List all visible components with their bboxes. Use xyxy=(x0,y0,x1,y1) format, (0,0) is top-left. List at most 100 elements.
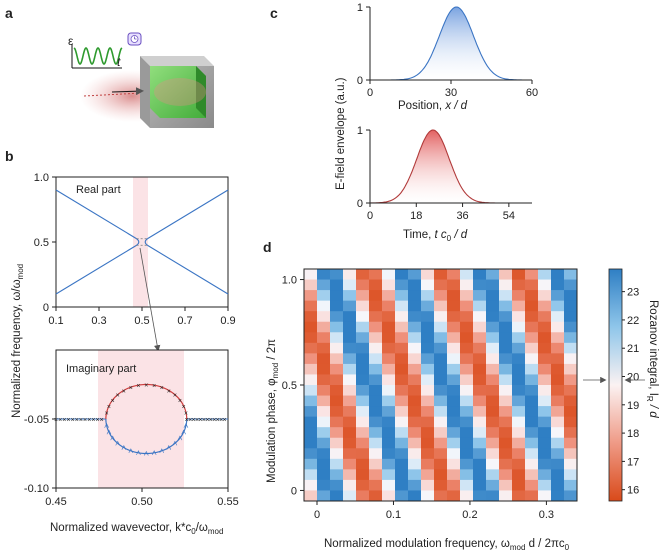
heatmap-cell xyxy=(304,395,318,407)
marker-baseline: × xyxy=(83,417,87,424)
heatmap-cell xyxy=(304,279,318,291)
heatmap-cell xyxy=(330,479,344,491)
heatmap-cell xyxy=(434,458,448,470)
marker-blue xyxy=(144,450,149,456)
heatmap-cell xyxy=(356,300,370,312)
heatmap-cell xyxy=(317,311,331,323)
heatmap-cell xyxy=(447,374,461,386)
heatmap-cell xyxy=(460,342,474,354)
heatmap-cell xyxy=(395,300,409,312)
heatmap-cell xyxy=(317,416,331,428)
heatmap-cell xyxy=(551,458,565,470)
heatmap-cell xyxy=(551,479,565,491)
heatmap-cell xyxy=(473,490,487,502)
heatmap-cell xyxy=(512,311,526,323)
heatmap-cell xyxy=(447,332,461,344)
heatmap-cell xyxy=(538,300,552,312)
heatmap-cell xyxy=(460,469,474,481)
marker-baseline: × xyxy=(96,417,100,424)
heatmap-cell xyxy=(551,416,565,428)
heatmap-cell xyxy=(317,469,331,481)
marker-blue xyxy=(181,429,186,435)
heatmap-cell xyxy=(330,342,344,354)
heatmap-cell xyxy=(473,458,487,470)
heatmap-cell xyxy=(434,342,448,354)
heatmap-cell xyxy=(356,332,370,344)
beam-spot xyxy=(154,78,206,106)
b-imag-xtick-label: 0.55 xyxy=(217,496,238,508)
heatmap-cell xyxy=(343,279,357,291)
heatmap-cell xyxy=(369,353,383,365)
heatmap-cell xyxy=(473,448,487,460)
c-xlabel-2-sub: 0 xyxy=(447,234,452,243)
heatmap-cell xyxy=(525,321,539,333)
heatmap-cell xyxy=(408,300,422,312)
heatmap-cell xyxy=(538,311,552,323)
heatmap-cell xyxy=(304,469,318,481)
heatmap-cell xyxy=(447,406,461,418)
heatmap-cell xyxy=(473,290,487,302)
heatmap-cell xyxy=(421,490,435,502)
heatmap-cell xyxy=(486,448,500,460)
heatmap-cell xyxy=(421,469,435,481)
heatmap-cell xyxy=(356,416,370,428)
heatmap-cell xyxy=(330,469,344,481)
heatmap-cell xyxy=(356,385,370,397)
marker-red: × xyxy=(173,393,177,400)
marker-baseline: × xyxy=(219,417,223,424)
heatmap-cell xyxy=(538,479,552,491)
heatmap-cell xyxy=(473,479,487,491)
marker-blue xyxy=(110,435,115,441)
heatmap-cell xyxy=(564,290,578,302)
heatmap-cell xyxy=(512,458,526,470)
heatmap-cell xyxy=(356,406,370,418)
heatmap-cell xyxy=(395,290,409,302)
heatmap-cell xyxy=(460,385,474,397)
heatmap-cell xyxy=(434,290,448,302)
heatmap-cell xyxy=(525,416,539,428)
heatmap-cell xyxy=(499,353,513,365)
heatmap-cell xyxy=(499,490,513,502)
heatmap-cell xyxy=(460,437,474,449)
heatmap-cell xyxy=(395,374,409,386)
heatmap-cell xyxy=(473,437,487,449)
heatmap-cell xyxy=(447,279,461,291)
marker-baseline: × xyxy=(54,417,58,424)
marker-blue xyxy=(104,423,109,428)
heatmap-cell xyxy=(330,332,344,344)
heatmap-cell xyxy=(551,437,565,449)
d-xtick-label: 0 xyxy=(314,509,320,521)
heatmap-cell xyxy=(525,427,539,439)
heatmap-cell xyxy=(486,385,500,397)
heatmap-cell xyxy=(395,279,409,291)
heatmap-cell xyxy=(512,269,526,281)
b-real-xtick-label: 0.1 xyxy=(48,315,63,327)
heatmap-cell xyxy=(343,374,357,386)
heatmap-cell xyxy=(447,416,461,428)
marker-red: × xyxy=(144,383,148,390)
active-layer xyxy=(150,66,206,118)
heatmap-cell xyxy=(395,332,409,344)
heatmap-cell xyxy=(330,406,344,418)
heatmap-cell xyxy=(356,311,370,323)
heatmap-cell xyxy=(330,448,344,460)
heatmap-cell xyxy=(460,406,474,418)
heatmap-cell xyxy=(408,448,422,460)
cb-tick-label: 17 xyxy=(627,456,639,468)
heatmap-cell xyxy=(330,353,344,365)
heatmap-cell xyxy=(434,490,448,502)
heatmap-cell xyxy=(460,279,474,291)
heatmap-cell xyxy=(421,416,435,428)
heatmap-cell xyxy=(499,279,513,291)
heatmap-cell xyxy=(525,490,539,502)
heatmap-cell xyxy=(317,490,331,502)
heatmap-cell xyxy=(356,479,370,491)
marker-blue xyxy=(128,448,134,454)
branch-upper-right xyxy=(147,189,229,240)
heatmap-cell xyxy=(421,479,435,491)
c-time-plot: 0 18 36 54 0 1 xyxy=(357,125,532,222)
marker-blue xyxy=(151,450,157,455)
heatmap-cell xyxy=(525,458,539,470)
heatmap-cell xyxy=(317,458,331,470)
heatmap-cell xyxy=(317,363,331,375)
